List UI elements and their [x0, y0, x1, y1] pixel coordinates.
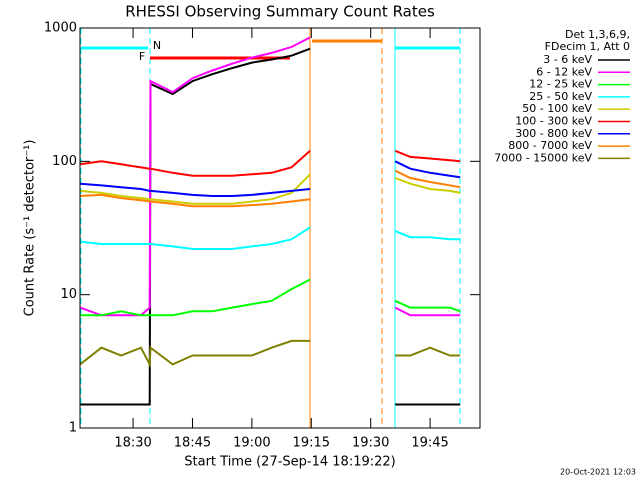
plot-area	[79, 36, 461, 406]
x-tick-label: 19:00	[233, 436, 270, 451]
y-tick-label: 1	[69, 421, 77, 436]
plot-frame	[79, 27, 481, 429]
footer: 20-Oct-2021 12:03	[560, 468, 636, 477]
series-line	[80, 47, 461, 406]
x-tick-label: 18:30	[114, 436, 151, 451]
y-tick-label: 100	[52, 154, 77, 169]
series-line	[79, 173, 461, 205]
series-line	[80, 278, 461, 317]
x-tick-label: 19:30	[352, 436, 389, 451]
legend-label: 800 - 7000 keV	[508, 139, 592, 152]
legend-label: 25 - 50 keV	[529, 90, 592, 103]
series-line	[79, 149, 461, 177]
legend-label: 100 - 300 keV	[515, 115, 592, 128]
series-line	[79, 169, 461, 208]
x-tick-label: 19:45	[411, 436, 448, 451]
series-line	[79, 160, 461, 197]
series-line	[79, 36, 461, 317]
legend-label: 50 - 100 keV	[522, 102, 592, 115]
y-tick-label: 1000	[44, 21, 77, 36]
annotation: N	[153, 39, 161, 52]
x-tick-label: 19:15	[293, 436, 330, 451]
series-line	[79, 339, 461, 369]
y-axis-label: Count Rate (s⁻¹ detector⁻¹)	[23, 140, 38, 317]
flags	[80, 28, 461, 428]
series-line	[79, 226, 461, 250]
legend-label: 12 - 25 keV	[529, 78, 592, 91]
legend-title: FDecim 1, Att 0	[545, 40, 630, 53]
legend-label: 300 - 800 keV	[515, 127, 592, 140]
chart-title: RHESSI Observing Summary Count Rates	[125, 3, 435, 21]
legend-label: 3 - 6 keV	[543, 53, 592, 66]
y-tick-label: 10	[60, 287, 77, 302]
legend-label: 7000 - 15000 keV	[494, 151, 592, 164]
x-tick-label: 18:45	[174, 436, 211, 451]
legend-title: Det 1,3,6,9,	[565, 28, 630, 41]
legend-label: 6 - 12 keV	[536, 65, 592, 78]
annotation: F	[139, 50, 145, 63]
x-axis-label: Start Time (27-Sep-14 18:19:22)	[184, 455, 395, 470]
